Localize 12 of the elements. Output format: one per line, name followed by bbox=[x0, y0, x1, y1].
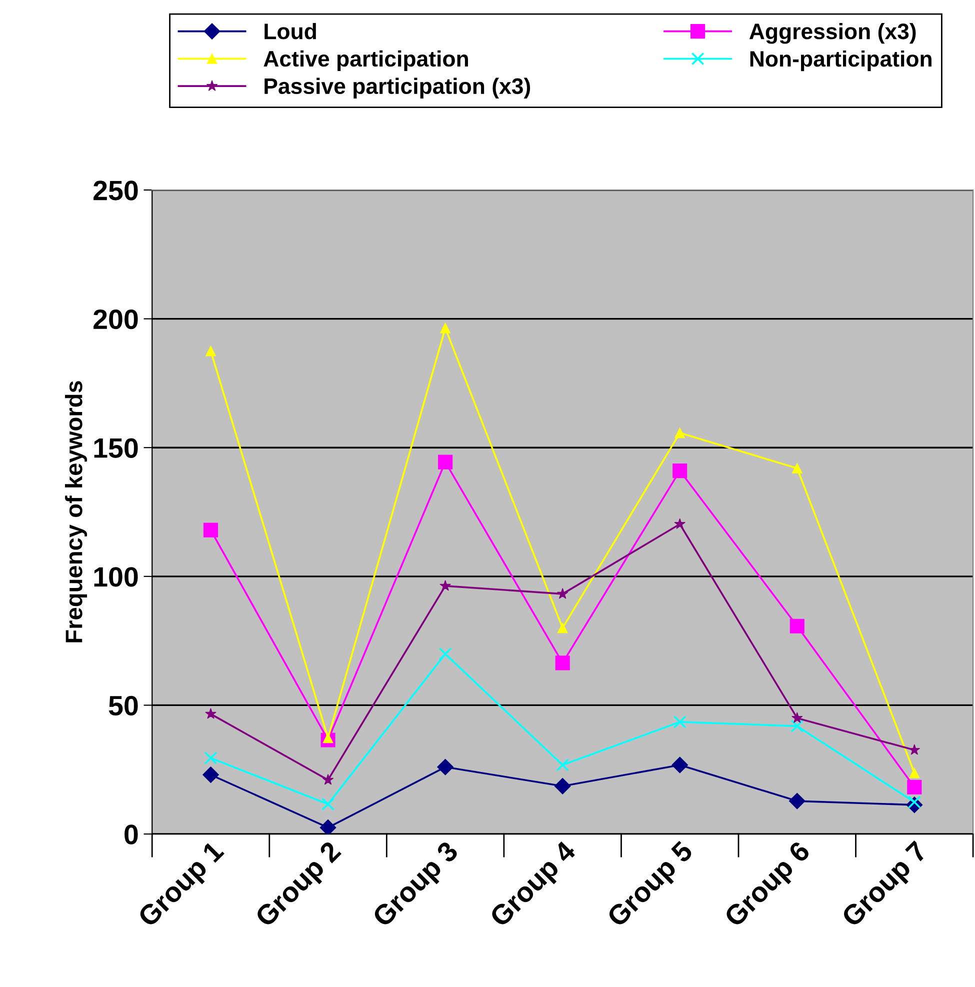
legend-label: Aggression (x3) bbox=[749, 22, 916, 44]
legend-label: Non-participation bbox=[750, 50, 932, 72]
y-tick-label: 50 bbox=[108, 696, 138, 716]
y-tick-label: 0 bbox=[124, 824, 138, 844]
y-tick-label: 200 bbox=[94, 309, 138, 330]
y-axis-title: Frequency of keywords bbox=[65, 381, 88, 642]
legend-label: Loud bbox=[264, 22, 316, 40]
y-tick-label: 150 bbox=[94, 438, 138, 458]
legend-label: Passive participation (x3) bbox=[264, 78, 530, 98]
y-tick-label: 250 bbox=[94, 180, 138, 200]
legend-label: Active participation bbox=[264, 50, 468, 72]
y-tick-label: 100 bbox=[94, 567, 138, 587]
